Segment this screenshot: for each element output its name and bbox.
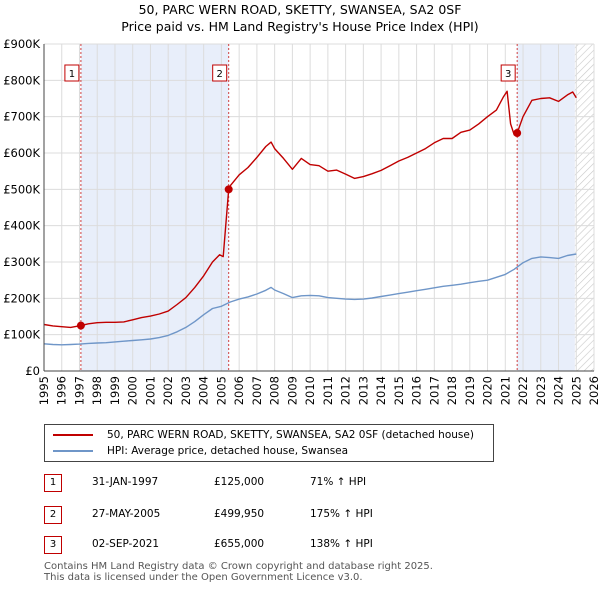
x-tick-label: 2010 xyxy=(303,376,317,405)
ownership-shade xyxy=(517,44,575,371)
x-tick-label: 2001 xyxy=(143,376,157,405)
chart-title-line2: Price paid vs. HM Land Registry's House … xyxy=(121,19,479,34)
chart-legend: 50, PARC WERN ROAD, SKETTY, SWANSEA, SA2… xyxy=(44,424,494,462)
sale-row: 1 31-JAN-1997 £125,000 71% ↑ HPI xyxy=(44,474,424,492)
chart-title-line1: 50, PARC WERN ROAD, SKETTY, SWANSEA, SA2… xyxy=(138,2,462,17)
sale-hpi-change: 71% ↑ HPI xyxy=(310,476,367,488)
sale-row: 3 02-SEP-2021 £655,000 138% ↑ HPI xyxy=(44,536,424,554)
x-tick-label: 2006 xyxy=(232,376,246,405)
legend-swatch-property xyxy=(53,434,93,436)
sale-label-box xyxy=(500,64,516,82)
x-tick-label: 2008 xyxy=(268,376,282,405)
x-tick-label: 1997 xyxy=(72,376,86,405)
sale-label-box xyxy=(64,64,80,82)
sale-hpi-change: 175% ↑ HPI xyxy=(310,508,373,520)
x-tick-label: 2004 xyxy=(197,376,211,405)
y-tick-label: £800K xyxy=(3,73,40,87)
x-tick-label: 2013 xyxy=(356,376,370,405)
x-tick-label: 2002 xyxy=(161,376,175,405)
legend-label-property: 50, PARC WERN ROAD, SKETTY, SWANSEA, SA2… xyxy=(107,429,474,441)
sale-row: 2 27-MAY-2005 £499,950 175% ↑ HPI xyxy=(44,506,424,524)
x-tick-label: 1995 xyxy=(37,376,51,405)
legend-item-hpi: HPI: Average price, detached house, Swan… xyxy=(53,444,348,458)
x-tick-label: 2018 xyxy=(445,376,459,405)
sale-label-number: 2 xyxy=(217,69,223,80)
x-tick-label: 2011 xyxy=(321,376,335,405)
x-tick-label: 2025 xyxy=(569,376,583,405)
sale-number-badge: 1 xyxy=(44,474,62,492)
sale-label-number: 1 xyxy=(69,69,75,80)
sale-number-badge: 2 xyxy=(44,506,62,524)
x-tick-label: 2014 xyxy=(374,376,388,405)
forecast-hatch xyxy=(574,44,594,371)
y-tick-label: £400K xyxy=(3,219,40,233)
footer-attribution: Contains HM Land Registry data © Crown c… xyxy=(44,561,433,583)
y-tick-label: £900K xyxy=(3,37,40,51)
x-tick-label: 2015 xyxy=(392,376,406,405)
x-tick-label: 2009 xyxy=(285,376,299,405)
x-tick-label: 2024 xyxy=(552,376,566,405)
x-tick-label: 2012 xyxy=(339,376,353,405)
x-tick-label: 2023 xyxy=(534,376,548,405)
x-tick-label: 2000 xyxy=(126,376,140,405)
x-tick-label: 2005 xyxy=(214,376,228,405)
sale-price: £655,000 xyxy=(214,538,265,550)
sale-date: 02-SEP-2021 xyxy=(92,538,160,550)
y-tick-label: £300K xyxy=(3,255,40,269)
x-tick-label: 2007 xyxy=(250,376,264,405)
sale-hpi-change: 138% ↑ HPI xyxy=(310,538,373,550)
legend-swatch-hpi xyxy=(53,450,93,452)
sale-label-box xyxy=(212,64,228,82)
sale-price: £125,000 xyxy=(214,476,265,488)
x-tick-label: 2026 xyxy=(587,376,600,405)
x-tick-label: 2017 xyxy=(427,376,441,405)
x-tick-label: 2016 xyxy=(410,376,424,405)
series-line-property xyxy=(43,90,577,329)
sale-point xyxy=(76,321,85,330)
y-tick-label: £600K xyxy=(3,146,40,160)
sale-point xyxy=(224,185,233,194)
y-tick-label: £100K xyxy=(3,328,40,342)
y-tick-label: £200K xyxy=(3,291,40,305)
sale-point xyxy=(513,129,522,138)
sale-number-badge: 3 xyxy=(44,536,62,554)
footer-line1: Contains HM Land Registry data © Crown c… xyxy=(44,561,433,572)
sale-date: 31-JAN-1997 xyxy=(92,476,159,488)
x-tick-label: 2022 xyxy=(516,376,530,405)
y-tick-label: £700K xyxy=(3,110,40,124)
footer-line2: This data is licensed under the Open Gov… xyxy=(44,572,363,583)
y-tick-label: £0 xyxy=(25,364,40,378)
legend-item-property: 50, PARC WERN ROAD, SKETTY, SWANSEA, SA2… xyxy=(53,428,474,442)
sale-price: £499,950 xyxy=(214,508,265,520)
x-tick-label: 1996 xyxy=(55,376,69,405)
x-tick-label: 2021 xyxy=(498,376,512,405)
y-tick-label: £500K xyxy=(3,182,40,196)
x-tick-label: 1999 xyxy=(108,376,122,405)
legend-label-hpi: HPI: Average price, detached house, Swan… xyxy=(107,445,349,457)
sale-label-number: 3 xyxy=(505,69,511,80)
x-tick-label: 2019 xyxy=(463,376,477,405)
x-tick-label: 2003 xyxy=(179,376,193,405)
series-line-hpi xyxy=(43,253,577,346)
sale-date: 27-MAY-2005 xyxy=(92,508,161,520)
x-tick-label: 2020 xyxy=(481,376,495,405)
price-chart: 1 2 3 £0 £100K £200K £300K £400K £500K £600K £700… xyxy=(3,37,600,405)
x-tick-label: 1998 xyxy=(90,376,104,405)
